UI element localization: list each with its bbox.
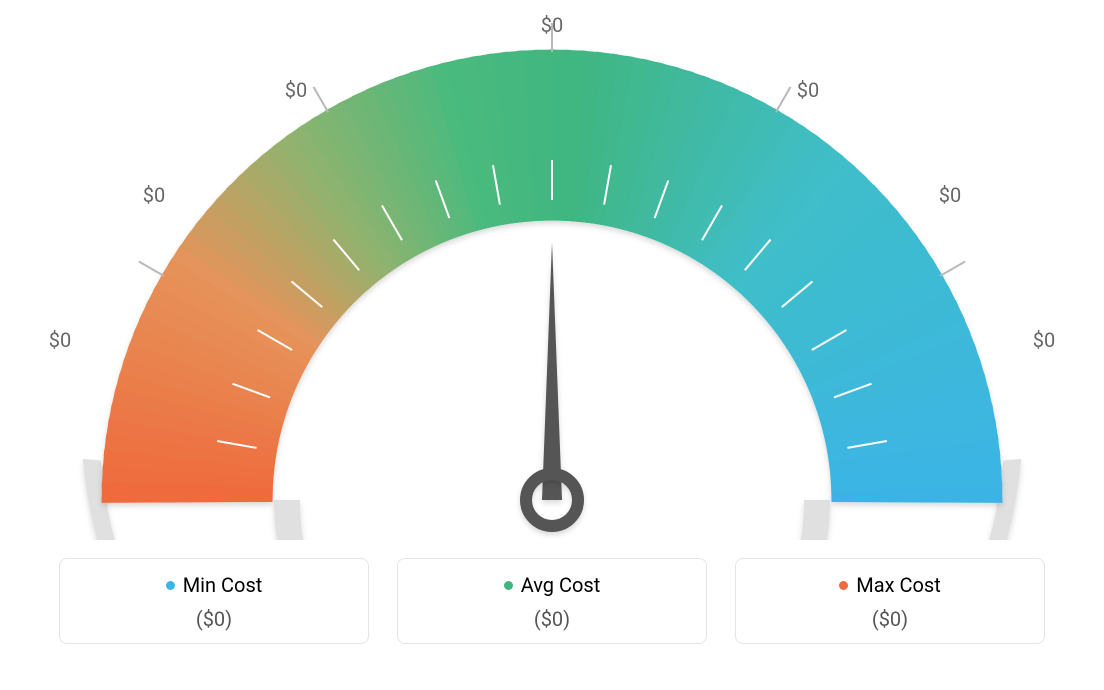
dot-icon (504, 581, 513, 590)
gauge-tick-label: $0 (939, 183, 961, 207)
legend-value-avg: ($0) (398, 607, 706, 631)
legend-row: Min Cost ($0) Avg Cost ($0) Max Cost ($0… (0, 558, 1104, 644)
legend-title-max: Max Cost (839, 573, 941, 597)
cost-gauge: $0 $0 $0 $0 $0 $0 $0 (0, 0, 1104, 540)
gauge-tick-label: $0 (797, 78, 819, 102)
legend-value-max: ($0) (736, 607, 1044, 631)
legend-title-min: Min Cost (166, 573, 263, 597)
dot-icon (839, 581, 848, 590)
gauge-svg (0, 0, 1104, 540)
gauge-tick-label: $0 (143, 183, 165, 207)
legend-title-avg: Avg Cost (504, 573, 601, 597)
gauge-tick-label: $0 (49, 328, 71, 352)
gauge-tick-label: $0 (285, 78, 307, 102)
gauge-tick-label: $0 (1033, 328, 1055, 352)
dot-icon (166, 581, 175, 590)
legend-card-max: Max Cost ($0) (735, 558, 1045, 644)
legend-label-max: Max Cost (856, 573, 941, 597)
legend-label-avg: Avg Cost (521, 573, 601, 597)
legend-card-avg: Avg Cost ($0) (397, 558, 707, 644)
legend-label-min: Min Cost (183, 573, 263, 597)
gauge-tick-label: $0 (541, 13, 563, 37)
legend-card-min: Min Cost ($0) (59, 558, 369, 644)
legend-value-min: ($0) (60, 607, 368, 631)
